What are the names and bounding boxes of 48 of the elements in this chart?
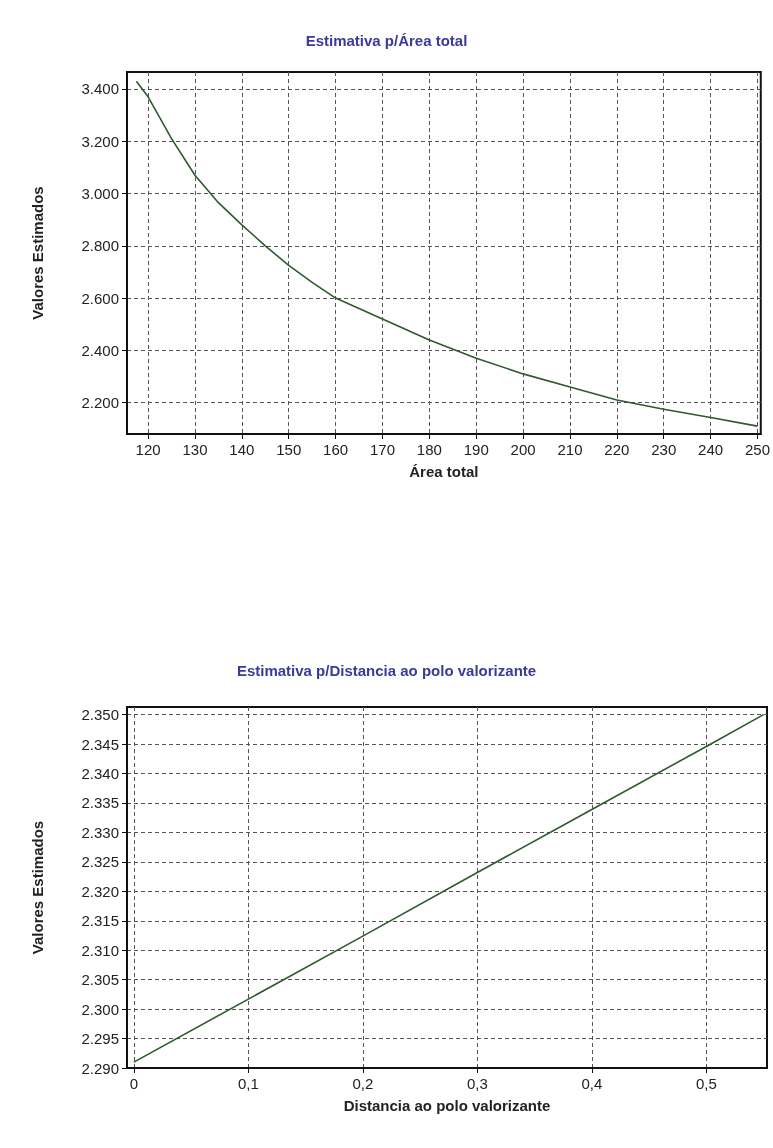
x-tick-label: 200: [510, 441, 536, 458]
y-tick-label: 2.325: [81, 853, 119, 871]
x-tick-label: 190: [463, 441, 489, 458]
y-tick-label: 2.295: [81, 1030, 119, 1048]
y-axis-title: Valores Estimados: [29, 820, 46, 955]
y-tick-label: 2.320: [81, 882, 119, 900]
y-tick-label: 2.200: [81, 394, 119, 412]
x-tick-label: 0,2: [352, 1075, 374, 1092]
x-tick-label: 170: [369, 441, 395, 458]
y-tick-label: 2.290: [81, 1059, 119, 1077]
x-tick-label: 160: [323, 441, 349, 458]
y-tick-label: 2.400: [81, 341, 119, 359]
y-tick-label: 3.000: [81, 185, 119, 203]
y-axis-title: Valores Estimados: [29, 186, 46, 320]
y-tick-label: 2.315: [81, 912, 119, 930]
y-tick-label: 3.400: [81, 80, 119, 98]
line-series: [133, 713, 765, 1063]
x-tick-label: 180: [416, 441, 442, 458]
x-tick-label: 0,1: [237, 1075, 259, 1092]
x-tick-label: 210: [557, 441, 583, 458]
x-tick-label: 150: [276, 441, 302, 458]
y-tick-label: 2.330: [81, 823, 119, 841]
y-tick-label: 3.200: [81, 132, 119, 150]
x-tick-label: 250: [744, 441, 770, 458]
x-tick-label: 120: [135, 441, 161, 458]
chart-title: Estimativa p/Distancia ao polo valorizante: [236, 662, 537, 679]
y-tick-label: 2.345: [81, 735, 119, 753]
y-tick-label: 2.305: [81, 971, 119, 989]
y-tick-label: 2.800: [81, 237, 119, 255]
y-tick-label: 2.300: [81, 1000, 119, 1018]
y-tick-label: 2.335: [81, 794, 119, 812]
x-tick-label: 0: [129, 1075, 139, 1092]
y-tick-label: 2.350: [81, 706, 119, 724]
x-tick-label: 220: [604, 441, 630, 458]
x-tick-label: 0,5: [695, 1075, 717, 1092]
x-tick-label: 240: [698, 441, 724, 458]
x-axis-title: Distancia ao polo valorizante: [343, 1097, 551, 1114]
chart-title: Estimativa p/Área total: [305, 32, 468, 49]
y-tick-label: 2.310: [81, 941, 119, 959]
x-tick-label: 0,4: [581, 1075, 603, 1092]
line-series: [135, 80, 759, 427]
x-tick-label: 230: [651, 441, 677, 458]
x-tick-label: 140: [229, 441, 255, 458]
x-axis-title: Área total: [409, 463, 479, 480]
x-tick-label: 130: [182, 441, 208, 458]
y-tick-label: 2.340: [81, 765, 119, 783]
y-tick-label: 2.600: [81, 289, 119, 307]
x-tick-label: 0,3: [466, 1075, 488, 1092]
